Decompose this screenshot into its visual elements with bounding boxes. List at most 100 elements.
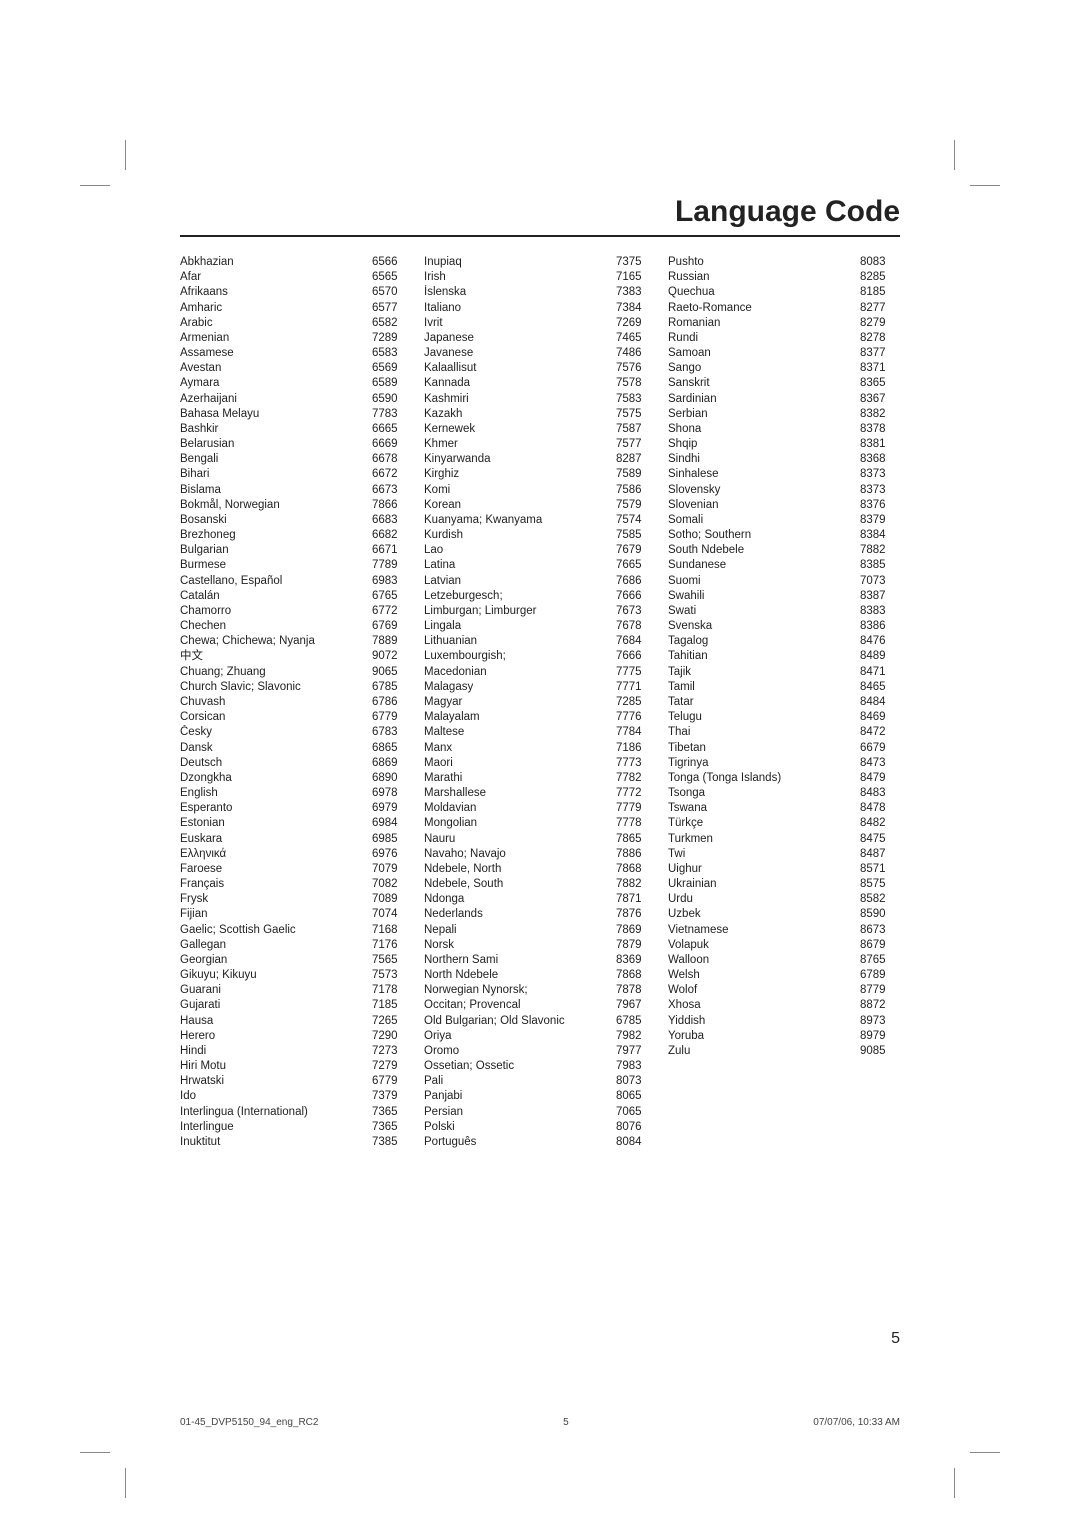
language-name: Tibetan — [668, 741, 710, 756]
table-row: Kuanyama; Kwanyama7574 — [424, 513, 656, 528]
table-row: Latina7665 — [424, 558, 656, 573]
footer-timestamp: 07/07/06, 10:33 AM — [813, 1417, 900, 1428]
language-name: Tatar — [668, 695, 698, 710]
language-code: 7589 — [616, 467, 656, 482]
language-code: 7868 — [616, 862, 656, 877]
language-code: 8369 — [616, 953, 656, 968]
language-name: Íslenska — [424, 285, 470, 300]
language-name: Javanese — [424, 346, 477, 361]
language-code: 7375 — [616, 255, 656, 270]
language-name: Twi — [668, 847, 689, 862]
language-code: 6785 — [372, 680, 412, 695]
table-row: Ido7379 — [180, 1089, 412, 1104]
table-row: Romanian8279 — [668, 316, 900, 331]
table-row: Irish7165 — [424, 270, 656, 285]
language-code: 6683 — [372, 513, 412, 528]
language-name: Maltese — [424, 725, 468, 740]
language-name: Hiri Motu — [180, 1059, 230, 1074]
language-code: 6765 — [372, 589, 412, 604]
language-name: Raeto-Romance — [668, 301, 756, 316]
language-name: Samoan — [668, 346, 715, 361]
language-name: Tswana — [668, 801, 711, 816]
table-row: Brezhoneg6682 — [180, 528, 412, 543]
table-row: Quechua8185 — [668, 285, 900, 300]
table-row: Xhosa8872 — [668, 998, 900, 1013]
language-code: 7073 — [860, 574, 900, 589]
table-row: Sango8371 — [668, 361, 900, 376]
language-name: Tagalog — [668, 634, 712, 649]
language-name: Sotho; Southern — [668, 528, 755, 543]
language-code: 8382 — [860, 407, 900, 422]
language-name: Français — [180, 877, 228, 892]
language-name: Shqip — [668, 437, 701, 452]
language-code: 6665 — [372, 422, 412, 437]
table-row: Khmer7577 — [424, 437, 656, 452]
language-name: Malayalam — [424, 710, 484, 725]
table-row: Serbian8382 — [668, 407, 900, 422]
language-code: 8476 — [860, 634, 900, 649]
language-name: Hrwatski — [180, 1074, 228, 1089]
table-row: Aymara6589 — [180, 376, 412, 391]
table-row: Kazakh7575 — [424, 407, 656, 422]
language-code: 8765 — [860, 953, 900, 968]
language-code: 7783 — [372, 407, 412, 422]
language-name: Nederlands — [424, 907, 487, 922]
language-name: Oriya — [424, 1029, 455, 1044]
language-name: Česky — [180, 725, 216, 740]
table-row: Occitan; Provencal7967 — [424, 998, 656, 1013]
table-row: Persian7065 — [424, 1105, 656, 1120]
language-name: Polski — [424, 1120, 459, 1135]
table-row: Northern Sami8369 — [424, 953, 656, 968]
language-code: 7865 — [616, 832, 656, 847]
language-table: Abkhazian6566Afar6565Afrikaans6570Amhari… — [180, 255, 900, 1150]
language-name: 中文 — [180, 649, 207, 664]
table-row: Ossetian; Ossetic7983 — [424, 1059, 656, 1074]
language-name: Italiano — [424, 301, 465, 316]
table-row: Bokmål, Norwegian7866 — [180, 498, 412, 513]
language-name: Hausa — [180, 1014, 217, 1029]
language-code: 7686 — [616, 574, 656, 589]
language-name: Catalán — [180, 589, 224, 604]
language-code: 7789 — [372, 558, 412, 573]
language-name: Tajik — [668, 665, 695, 680]
table-row: Marshallese7772 — [424, 786, 656, 801]
language-name: Bashkir — [180, 422, 222, 437]
language-name: Suomi — [668, 574, 705, 589]
language-name: Ivrit — [424, 316, 447, 331]
language-name: North Ndebele — [424, 968, 502, 983]
language-code: 7967 — [616, 998, 656, 1013]
table-row: Italiano7384 — [424, 301, 656, 316]
language-name: Telugu — [668, 710, 706, 725]
language-code: 7889 — [372, 634, 412, 649]
language-code: 8285 — [860, 270, 900, 285]
language-code: 7265 — [372, 1014, 412, 1029]
language-code: 7773 — [616, 756, 656, 771]
language-code: 7665 — [616, 558, 656, 573]
language-name: Burmese — [180, 558, 230, 573]
language-code: 7977 — [616, 1044, 656, 1059]
table-row: Sotho; Southern8384 — [668, 528, 900, 543]
language-code: 7678 — [616, 619, 656, 634]
language-code: 7876 — [616, 907, 656, 922]
language-code: 6570 — [372, 285, 412, 300]
language-name: Azerhaijani — [180, 392, 241, 407]
table-row: Abkhazian6566 — [180, 255, 412, 270]
language-name: Thai — [668, 725, 694, 740]
language-code: 6984 — [372, 816, 412, 831]
language-name: Oromo — [424, 1044, 463, 1059]
language-code: 6583 — [372, 346, 412, 361]
language-code: 6779 — [372, 710, 412, 725]
language-code: 8973 — [860, 1014, 900, 1029]
language-name: Afrikaans — [180, 285, 232, 300]
language-name: Wolof — [668, 983, 701, 998]
language-code: 8872 — [860, 998, 900, 1013]
table-row: Inupiaq7375 — [424, 255, 656, 270]
language-name: Welsh — [668, 968, 704, 983]
table-row: Estonian6984 — [180, 816, 412, 831]
table-row: Catalán 6765 — [180, 589, 412, 604]
table-row: Walloon8765 — [668, 953, 900, 968]
language-name: Ido — [180, 1089, 200, 1104]
table-row: Chewa; Chichewa; Nyanja7889 — [180, 634, 412, 649]
table-row: Azerhaijani6590 — [180, 392, 412, 407]
language-code: 7176 — [372, 938, 412, 953]
